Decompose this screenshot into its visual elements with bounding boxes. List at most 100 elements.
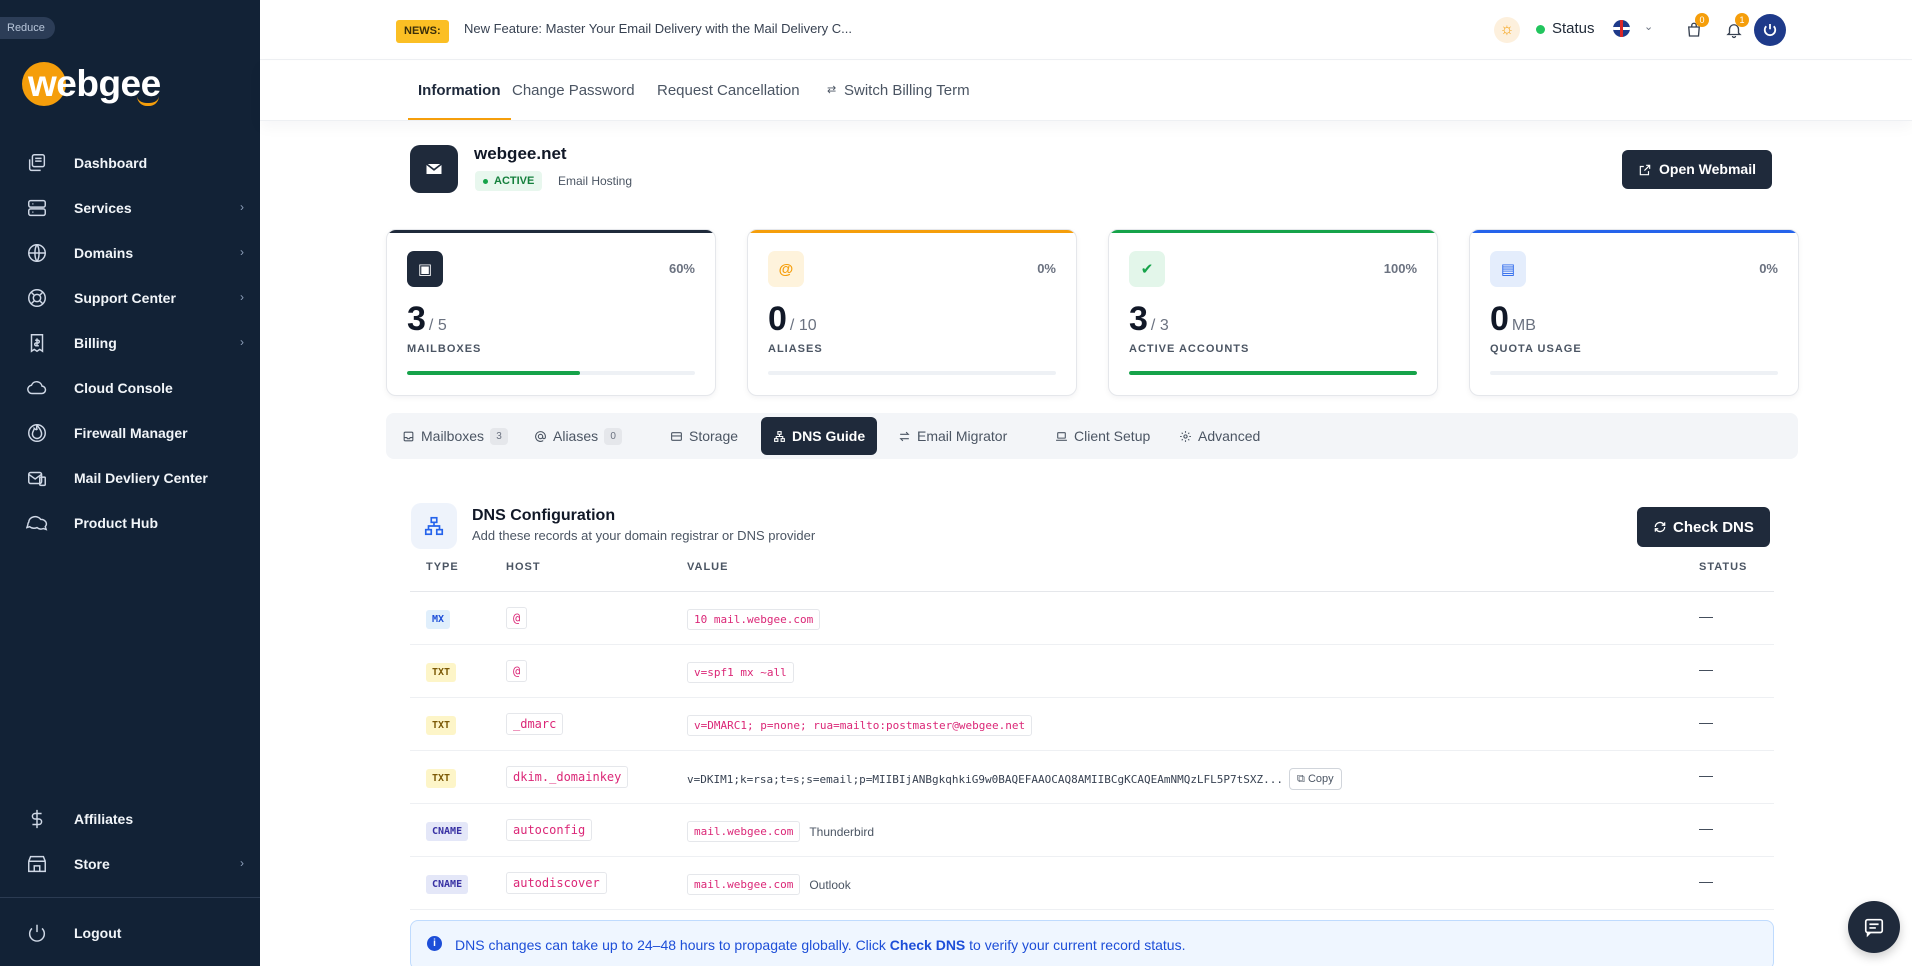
tab-aliases[interactable]: Aliases 0 <box>522 417 634 455</box>
power-icon <box>26 922 48 944</box>
tab-advanced[interactable]: Advanced <box>1167 417 1272 455</box>
stat-value-number: 3 <box>1129 300 1148 338</box>
dashboard-icon <box>26 152 48 174</box>
info-text-after: to verify your current record status. <box>965 937 1186 953</box>
sidebar-item-billing[interactable]: Billing › <box>0 320 260 365</box>
sidebar-nav: Dashboard Services › Domains › Support C… <box>0 140 260 545</box>
sidebar-item-dashboard[interactable]: Dashboard <box>0 140 260 185</box>
tab-switch-billing-term[interactable]: Switch Billing Term <box>844 82 970 99</box>
record-status: — <box>1699 767 1713 783</box>
record-value: mail.webgee.com <box>687 874 801 895</box>
info-text-before: DNS changes can take up to 24–48 hours t… <box>455 937 890 953</box>
table-header-divider <box>410 591 1774 592</box>
record-type-badge: TXT <box>426 769 457 788</box>
stat-progress-fill <box>407 371 580 375</box>
sidebar-item-cloud-console[interactable]: Cloud Console <box>0 365 260 410</box>
record-value: v=DMARC1; p=none; rua=mailto:postmaster@… <box>687 715 1033 736</box>
sidebar-item-affiliates[interactable]: Affiliates <box>0 796 260 841</box>
record-host-code: autoconfig <box>506 819 593 841</box>
uk-flag-icon[interactable] <box>1613 20 1630 37</box>
chevron-down-icon[interactable]: ⌄ <box>1644 21 1654 33</box>
store-icon <box>26 853 48 875</box>
bell-icon <box>1726 24 1742 39</box>
record-value-cell: mail.webgee.com Outlook <box>687 874 851 895</box>
stat-value: 3/ 5 <box>407 300 447 339</box>
notifications-button[interactable]: 1 <box>1721 13 1749 43</box>
open-webmail-label: Open Webmail <box>1659 161 1756 177</box>
at-icon <box>535 430 546 442</box>
tab-request-cancellation[interactable]: Request Cancellation <box>657 82 800 99</box>
logout-button[interactable]: Logout <box>0 910 260 955</box>
stat-label: ALIASES <box>768 343 823 355</box>
sidebar-item-label: Support Center <box>74 289 176 306</box>
record-value-cell: v=spf1 mx ~all <box>687 662 794 683</box>
sidebar-item-services[interactable]: Services › <box>0 185 260 230</box>
reduce-sidebar-button[interactable]: Reduce <box>0 17 55 39</box>
cloud-icon <box>26 377 48 399</box>
tab-client-setup[interactable]: Client Setup <box>1043 417 1162 455</box>
record-host: @ <box>506 660 528 682</box>
copy-button[interactable]: ⧉ Copy <box>1289 768 1342 790</box>
tab-storage[interactable]: Storage <box>658 417 750 455</box>
webgee-logo[interactable]: webgee <box>22 60 161 108</box>
sidebar-item-domains[interactable]: Domains › <box>0 230 260 275</box>
stat-label: QUOTA USAGE <box>1490 343 1582 355</box>
sidebar-item-firewall-manager[interactable]: Firewall Manager <box>0 410 260 455</box>
stat-percent: 100% <box>1383 261 1417 276</box>
tab-label: Client Setup <box>1074 428 1151 444</box>
account-power-button[interactable] <box>1754 14 1786 46</box>
record-host-code: autodiscover <box>506 872 607 894</box>
storage-icon <box>671 431 682 441</box>
table-row: CNAME autodiscover mail.webgee.com Outlook — <box>410 857 1774 910</box>
refresh-icon <box>1654 521 1666 533</box>
service-subnav: Information Change Password Request Canc… <box>260 61 1912 121</box>
sidebar-item-label: Store <box>74 855 110 872</box>
content-tabs: Mailboxes 3 Aliases 0 Storage DNS Guide … <box>386 413 1798 459</box>
tab-count-badge: 3 <box>490 427 509 445</box>
record-type-badge: CNAME <box>426 822 469 841</box>
sidebar-divider <box>0 897 260 898</box>
sidebar-item-mail-delivery-center[interactable]: Mail Devliery Center <box>0 455 260 500</box>
stat-label: ACTIVE ACCOUNTS <box>1129 343 1250 355</box>
record-host: @ <box>506 607 528 629</box>
record-host-code: dkim._domainkey <box>506 766 629 788</box>
check-dns-button[interactable]: Check DNS <box>1637 507 1770 547</box>
table-row: MX @10 mail.webgee.com — <box>410 592 1774 645</box>
tab-dns-guide[interactable]: DNS Guide <box>761 417 878 455</box>
table-row: TXT dkim._domainkey v=DKIM1;k=rsa;t=s;s=em… <box>410 751 1774 804</box>
at-icon: @ <box>768 251 804 287</box>
open-webmail-button[interactable]: Open Webmail <box>1622 150 1772 189</box>
record-value: v=spf1 mx ~all <box>687 662 794 683</box>
status-link[interactable]: Status <box>1552 20 1595 37</box>
tab-mailboxes[interactable]: Mailboxes 3 <box>390 417 520 455</box>
stat-value-number: 0 <box>1490 300 1509 338</box>
column-header-value: VALUE <box>687 561 729 573</box>
tab-information[interactable]: Information <box>408 61 511 120</box>
chat-icon <box>1864 918 1884 938</box>
record-value: v=DKIM1;k=rsa;t=s;s=email;p=MIIBIjANBgkq… <box>687 772 1284 786</box>
record-value-cell: 10 mail.webgee.com <box>687 609 821 630</box>
sidebar-item-support-center[interactable]: Support Center › <box>0 275 260 320</box>
sidebar-item-store[interactable]: Store › <box>0 841 260 886</box>
sidebar-item-label: Domains <box>74 244 134 261</box>
sun-icon[interactable]: ☼ <box>1494 17 1520 43</box>
live-chat-button[interactable] <box>1848 901 1900 953</box>
dns-info-alert: i DNS changes can take up to 24–48 hours… <box>410 920 1774 966</box>
record-status: — <box>1699 714 1713 730</box>
sidebar-item-label: Product Hub <box>74 514 158 531</box>
tab-label: Advanced <box>1198 428 1261 444</box>
record-host: autoconfig <box>506 819 593 841</box>
sidebar-item-product-hub[interactable]: Product Hub <box>0 500 260 545</box>
record-status: — <box>1699 820 1713 836</box>
copy-label: Copy <box>1307 773 1334 785</box>
tab-change-password[interactable]: Change Password <box>512 82 635 99</box>
tab-email-migrator[interactable]: Email Migrator <box>886 417 1019 455</box>
cart-button[interactable]: 0 <box>1681 13 1709 43</box>
news-ticker-link[interactable]: New Feature: Master Your Email Delivery … <box>464 21 852 36</box>
stat-card-accent <box>387 230 715 233</box>
globe-icon <box>26 242 48 264</box>
record-value: 10 mail.webgee.com <box>687 609 821 630</box>
tab-count-badge: 0 <box>604 427 623 445</box>
stat-card-accent <box>748 230 1076 233</box>
logout-label: Logout <box>74 924 122 941</box>
